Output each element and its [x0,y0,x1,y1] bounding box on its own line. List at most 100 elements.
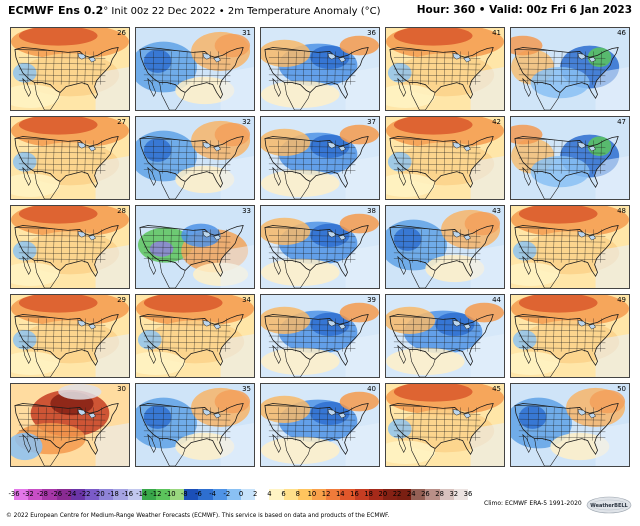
member-number: 40 [367,385,376,393]
anomaly-region [511,351,561,376]
anomaly-region [143,138,172,162]
baja-outline [22,344,31,364]
member-map-30: 30 [10,383,130,467]
baja-outline [22,433,31,453]
colorbar-swatch [28,489,43,500]
state-borders [518,229,606,263]
anomaly-region [393,227,422,251]
canada-border [264,138,301,140]
baja-outline [397,255,406,275]
great-lakes [577,142,596,152]
member-map-34: 34 [135,294,255,378]
anomaly-field [386,117,504,199]
atlantic-ocean [594,156,629,199]
anomaly-region [511,35,543,56]
member-number: 36 [367,29,376,37]
colorbar-swatch [397,489,412,500]
canada-border [139,138,176,140]
great-lakes [77,53,96,63]
colorbar-swatch [113,489,128,500]
canada-border [139,405,176,407]
mexico-outline [284,171,311,199]
colorbar-swatch [84,489,100,500]
colorbar [14,489,468,500]
anomaly-region [11,262,61,287]
state-borders [143,318,231,352]
anomaly-region [518,295,598,313]
anomaly-region [261,306,311,335]
anomaly-field [11,206,129,288]
atlantic-ocean [344,334,379,377]
colorbar-swatch [198,489,213,500]
member-map-44: 44 [385,294,505,378]
colorbar-swatch [141,489,156,500]
mexico-outline [284,260,311,288]
mexico-outline [284,438,311,466]
anomaly-region [589,389,626,414]
anomaly-field [386,384,504,466]
great-lakes [327,142,346,152]
great-lakes [452,409,471,419]
map-header: ECMWF Ens 0.2° Init 00z 22 Dec 2022 • 2m… [0,0,640,22]
anomaly-region [511,124,543,145]
colorbar-swatch [453,489,468,500]
state-borders [18,229,106,263]
atlantic-ocean [219,423,254,466]
colorbar-tick: 22 [392,490,402,498]
mexico-outline [534,349,561,377]
state-borders [143,229,231,263]
colorbar-swatch [241,489,256,500]
anomaly-region [512,330,537,350]
atlantic-ocean [469,156,504,199]
state-borders [18,318,106,352]
weatherbell-logo: WeatherBELL [586,496,632,514]
canada-border [14,138,51,140]
anomaly-region [261,395,311,424]
great-lakes [452,231,471,241]
colorbar-tick: 16 [350,490,359,498]
colorbar-tick: -4 [209,490,217,498]
baja-outline [522,433,531,453]
atlantic-ocean [344,156,379,199]
state-borders [268,407,356,441]
member-number: 32 [242,118,251,126]
state-borders [18,140,106,174]
anomaly-region [214,389,251,414]
atlantic-ocean [94,245,129,288]
anomaly-region [181,223,221,247]
anomaly-field [261,295,379,377]
atlantic-ocean [94,67,129,110]
great-lakes [577,409,596,419]
atlantic-ocean [94,156,129,199]
member-map-50: 50 [510,383,630,467]
mexico-outline [34,171,61,199]
baja-outline [22,77,31,97]
anomaly-field [136,117,254,199]
member-map-40: 40 [260,383,380,467]
colorbar-swatch [184,489,199,500]
member-number: 26 [117,29,126,37]
member-map-35: 35 [135,383,255,467]
state-borders [393,407,481,441]
great-lakes [202,320,221,330]
colorbar-swatch [212,489,227,500]
atlantic-ocean [219,156,254,199]
baja-outline [397,433,406,453]
atlantic-ocean [469,245,504,288]
anomaly-region [530,156,590,188]
colorbar-tick: 2 [253,490,258,498]
colorbar-tick: -12 [150,490,162,498]
colorbar-swatch [99,489,114,500]
state-borders [18,407,106,441]
member-map-43: 43 [385,205,505,289]
anomaly-region [339,35,379,56]
anomaly-region [393,384,473,402]
great-lakes [77,231,96,241]
member-number: 48 [617,207,626,215]
state-borders [518,51,606,85]
anomaly-field [386,295,504,377]
baja-outline [522,77,531,97]
great-lakes [202,409,221,419]
atlantic-ocean [594,67,629,110]
